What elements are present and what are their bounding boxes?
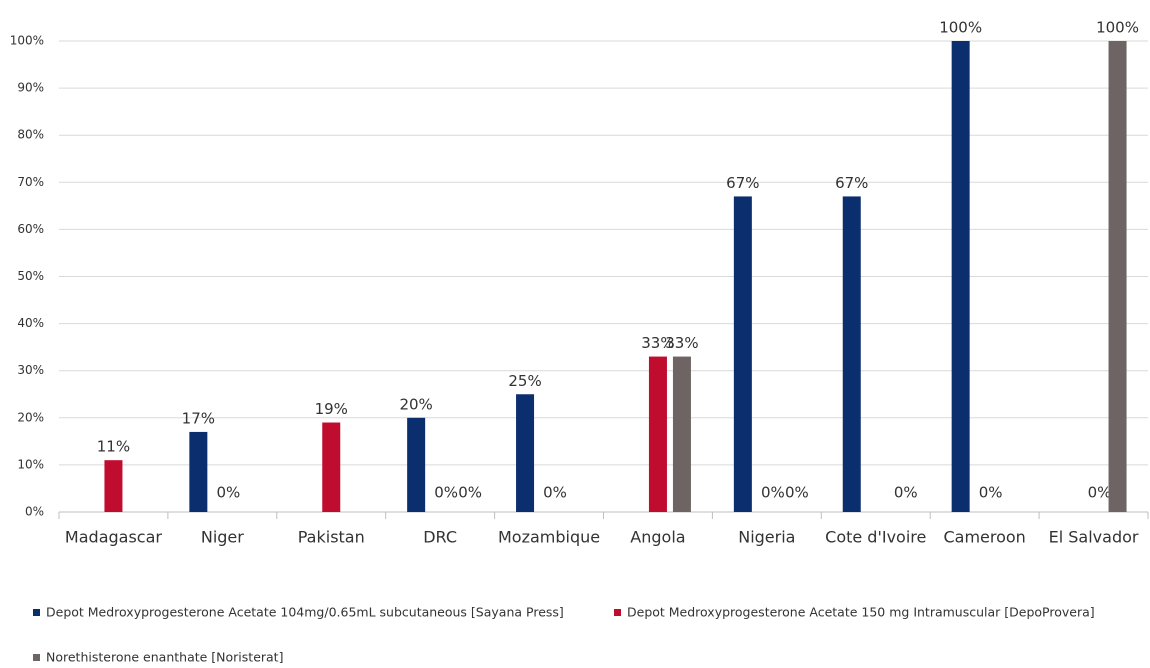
data-label: 0% <box>1088 484 1112 502</box>
x-tick-label: Niger <box>201 528 244 547</box>
data-label: 17% <box>182 409 215 427</box>
bar <box>951 41 970 512</box>
bar <box>104 460 123 512</box>
y-tick-label: 100% <box>10 34 44 48</box>
y-tick-label: 20% <box>17 410 44 424</box>
bar <box>516 394 535 512</box>
bar <box>672 356 691 512</box>
data-label: 33% <box>665 334 698 352</box>
y-tick-label: 0% <box>25 505 44 519</box>
y-tick-label: 50% <box>17 269 44 283</box>
x-tick-label: Cameroon <box>943 528 1025 547</box>
x-tick-label: El Salvador <box>1049 528 1139 547</box>
data-label: 0% <box>543 484 567 502</box>
data-label: 25% <box>508 372 541 390</box>
data-label: 0% <box>761 484 785 502</box>
bar <box>842 196 861 512</box>
data-label: 20% <box>399 395 432 413</box>
data-label: 100% <box>1096 19 1139 37</box>
data-label: 0% <box>458 484 482 502</box>
data-label: 67% <box>835 174 868 192</box>
bar <box>733 196 752 512</box>
data-label: 33% <box>641 334 674 352</box>
data-label: 100% <box>939 19 982 37</box>
x-tick-label: Nigeria <box>738 528 795 547</box>
bar <box>189 431 208 512</box>
bar <box>1108 41 1127 512</box>
bar <box>407 417 426 512</box>
y-tick-label: 10% <box>17 457 44 471</box>
legend-swatch <box>614 609 621 616</box>
bar <box>322 422 341 512</box>
data-label: 0% <box>894 484 918 502</box>
legend-label: Norethisterone enanthate [Noristerat] <box>46 650 283 665</box>
x-tick-label: Angola <box>630 528 685 547</box>
legend-label: Depot Medroxyprogesterone Acetate 104mg/… <box>46 605 564 620</box>
data-label: 0% <box>785 484 809 502</box>
legend-label: Depot Medroxyprogesterone Acetate 150 mg… <box>627 605 1095 620</box>
data-label: 67% <box>726 174 759 192</box>
data-label: 0% <box>434 484 458 502</box>
y-tick-label: 90% <box>17 81 44 95</box>
data-label: 0% <box>979 484 1003 502</box>
y-tick-label: 40% <box>17 316 44 330</box>
data-label: 19% <box>315 400 348 418</box>
x-tick-label: Cote d'Ivoire <box>825 528 926 547</box>
x-tick-label: Pakistan <box>298 528 365 547</box>
x-tick-label: Madagascar <box>65 528 162 547</box>
y-tick-label: 60% <box>17 222 44 236</box>
legend-swatch <box>33 609 40 616</box>
data-label: 0% <box>216 484 240 502</box>
bar <box>648 356 667 512</box>
legend-swatch <box>33 654 40 661</box>
y-tick-label: 30% <box>17 363 44 377</box>
x-tick-label: Mozambique <box>498 528 600 547</box>
x-tick-label: DRC <box>423 528 457 547</box>
y-tick-label: 70% <box>17 175 44 189</box>
data-label: 11% <box>97 438 130 456</box>
y-tick-label: 80% <box>17 128 44 142</box>
